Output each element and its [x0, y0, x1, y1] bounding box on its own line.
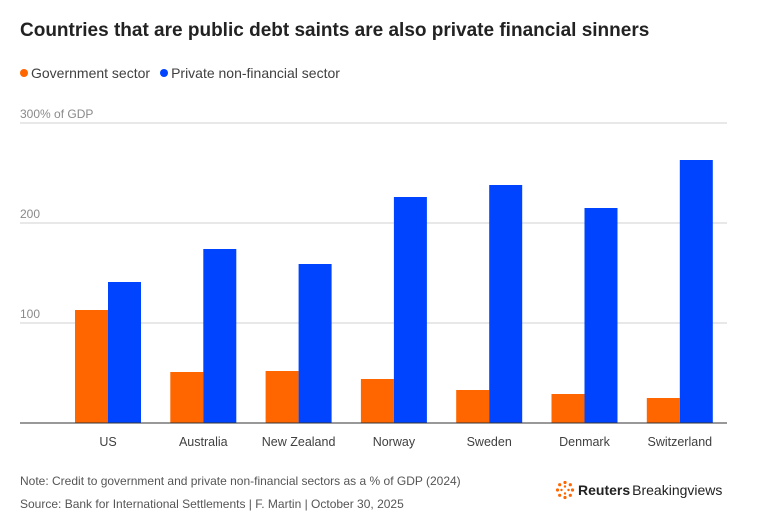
bar-government [456, 390, 490, 423]
legend-swatch-government [20, 69, 28, 77]
bar-government [170, 372, 204, 423]
bar-government [75, 310, 108, 423]
x-tick-label: Australia [179, 435, 228, 449]
x-tick-label: Norway [373, 435, 416, 449]
bar-government [551, 394, 585, 423]
chart-title: Countries that are public debt saints ar… [20, 20, 650, 41]
bar-private [203, 249, 237, 423]
chart-source: Source: Bank for International Settlemen… [20, 497, 404, 511]
reuters-dots-logo-icon [555, 480, 575, 500]
bar-private [584, 208, 618, 423]
bar-private [679, 160, 713, 423]
legend: Government sector Private non-financial … [20, 65, 350, 81]
chart-note: Note: Credit to government and private n… [20, 474, 461, 488]
bar-government [646, 398, 680, 423]
x-tick-label: New Zealand [262, 435, 336, 449]
legend-swatch-private [160, 69, 169, 77]
bar-private [393, 197, 427, 423]
brand-name-regular: Breakingviews [632, 482, 723, 498]
x-tick-label: Denmark [559, 435, 610, 449]
x-tick-label: US [99, 435, 116, 449]
brand-name-bold: Reuters [578, 482, 631, 498]
x-tick-label: Switzerland [647, 435, 712, 449]
legend-label-private: Private non-financial sector [171, 65, 340, 81]
y-tick-label: 200 [20, 207, 40, 221]
y-tick-label: 300% of GDP [20, 107, 93, 121]
bar-government [265, 371, 299, 423]
legend-label-government: Government sector [31, 65, 151, 81]
legend-item-government: Government sector [20, 65, 150, 81]
bar-private [298, 264, 332, 423]
y-tick-label: 100 [20, 307, 40, 321]
brand-logo: Reuters Breakingviews [555, 480, 722, 500]
bar-private [108, 282, 141, 423]
x-tick-label: Sweden [467, 435, 512, 449]
legend-item-private: Private non-financial sector [160, 65, 340, 81]
bar-government [360, 379, 394, 423]
bar-private [489, 185, 523, 423]
